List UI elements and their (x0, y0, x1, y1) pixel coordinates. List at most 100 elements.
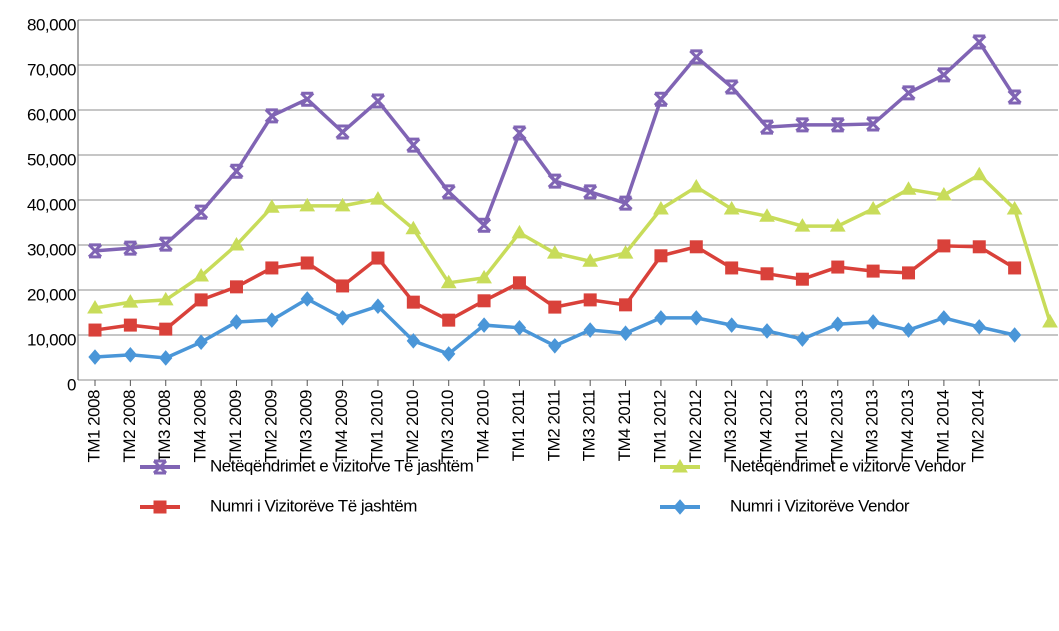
point (901, 322, 916, 338)
point (1007, 89, 1022, 105)
point (158, 236, 173, 252)
point (335, 310, 350, 326)
point (299, 197, 316, 212)
point (689, 240, 703, 254)
y-tick-label: 70,000 (27, 60, 76, 79)
point (617, 245, 634, 259)
point (406, 333, 420, 349)
x-tick-label: TM3 2012 (721, 390, 740, 463)
point (724, 79, 739, 95)
point (229, 314, 244, 330)
point (618, 325, 633, 341)
point (87, 243, 103, 259)
point (157, 291, 174, 306)
point (971, 166, 988, 181)
point (123, 318, 137, 332)
point (760, 267, 774, 281)
point (88, 323, 102, 337)
x-tick-label: TM2 2013 (827, 390, 846, 463)
point (87, 300, 103, 314)
point (723, 201, 740, 215)
point (583, 293, 597, 307)
legend-label: Numri i Vizitorëve Vendor (730, 496, 910, 515)
point (335, 124, 350, 140)
point (831, 260, 845, 274)
point (582, 253, 599, 267)
x-tick-label: TM1 2008 (84, 390, 103, 463)
point (759, 119, 775, 135)
point (122, 294, 139, 308)
point (1042, 313, 1058, 328)
point (672, 459, 688, 473)
y-tick-label: 80,000 (27, 15, 76, 34)
x-tick-label: TM4 2008 (191, 390, 210, 463)
point (795, 272, 809, 286)
point (511, 224, 528, 239)
x-tick-label: TM1 2011 (509, 390, 528, 461)
x-tick-label: TM4 2011 (615, 390, 634, 461)
point (264, 108, 279, 124)
point (370, 93, 386, 109)
x-tick-label: TM1 2013 (792, 390, 811, 463)
y-tick-label: 20,000 (27, 285, 76, 304)
point (477, 317, 491, 333)
legend-label: Netëqëndrimet e vizitorve Vendor (730, 456, 966, 475)
point (829, 218, 846, 232)
point (123, 347, 138, 363)
point (159, 322, 173, 336)
y-tick-label: 50,000 (27, 150, 76, 169)
point (441, 184, 456, 200)
point (512, 125, 527, 141)
point (440, 274, 457, 289)
point (512, 276, 526, 290)
point (265, 312, 279, 328)
point (794, 218, 811, 232)
point (653, 201, 669, 215)
x-tick-label: TM4 2012 (757, 390, 776, 463)
x-tick-label: TM4 2010 (474, 390, 493, 463)
point (406, 295, 420, 309)
point (759, 208, 775, 222)
y-tick-label: 60,000 (27, 105, 76, 124)
point (405, 220, 422, 235)
point (795, 117, 810, 133)
point (1008, 261, 1022, 275)
point (228, 237, 245, 251)
x-tick-label: TM3 2008 (155, 390, 174, 463)
point (654, 249, 668, 263)
x-tick-label: TM4 2013 (898, 390, 917, 463)
point (673, 499, 687, 515)
point (725, 317, 739, 333)
point (972, 34, 987, 50)
x-tick-label: TM2 2012 (686, 390, 705, 463)
point (370, 191, 386, 205)
legend-label: Netëqëndrimet e vizitorve Të jashtëm (210, 456, 474, 475)
point (547, 173, 562, 189)
point (371, 251, 385, 265)
point (548, 300, 562, 314)
point (153, 500, 167, 514)
point (193, 268, 209, 282)
x-tick-label: TM1 2009 (226, 390, 245, 463)
point (512, 320, 527, 336)
point (159, 350, 173, 366)
point (831, 316, 845, 332)
point (300, 256, 314, 270)
point (760, 323, 774, 339)
point (406, 137, 421, 153)
point (900, 181, 917, 195)
x-tick-label: TM3 2013 (863, 390, 882, 463)
point (336, 279, 350, 293)
point (583, 184, 598, 200)
point (194, 334, 208, 350)
y-tick-label: 0 (67, 375, 76, 394)
point (1007, 327, 1022, 343)
point (725, 261, 739, 275)
point (123, 240, 138, 256)
x-tick-label: TM3 2011 (580, 390, 599, 461)
point (194, 204, 209, 220)
point (901, 85, 916, 101)
x-tick-label: TM2 2008 (120, 390, 139, 463)
point (88, 349, 102, 365)
